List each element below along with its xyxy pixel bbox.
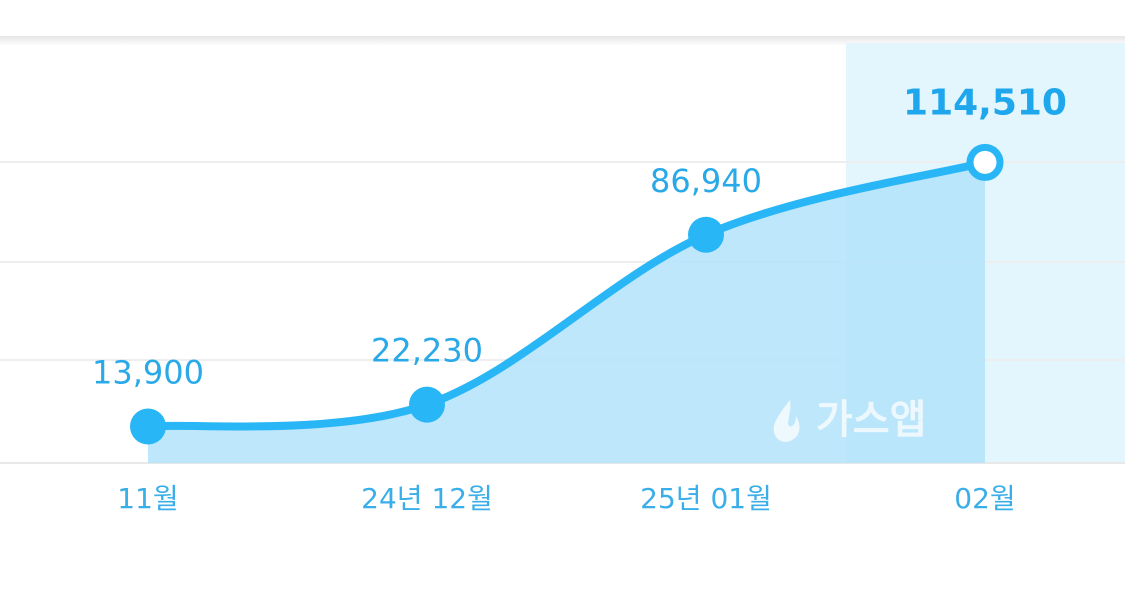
plot: 13,900 11월 22,230 24년 12월 86,940 25년 01월 114,5…: [92, 82, 1067, 515]
value-label: 22,230: [371, 332, 483, 370]
point: [688, 216, 724, 253]
x-tick-label: 02월: [954, 482, 1015, 515]
top-area: [0, 0, 1125, 43]
value-label: 86,940: [650, 162, 762, 200]
line: [144, 158, 989, 431]
area-fill: [148, 162, 985, 463]
point: [409, 386, 445, 423]
watermark-icon: [773, 400, 800, 442]
point: [130, 408, 166, 445]
value-label: 13,900: [92, 354, 204, 392]
x-tick-label: 24년 12월: [361, 482, 493, 515]
x-tick-label: 25년 01월: [640, 482, 772, 515]
card-shadow: [0, 36, 1125, 46]
watermark: 가스앱: [816, 397, 926, 443]
point: [966, 143, 1004, 181]
x-tick-label: 11월: [117, 482, 178, 515]
value-label: 114,510: [903, 82, 1067, 123]
watermark-group: 가스앱: [773, 397, 926, 443]
